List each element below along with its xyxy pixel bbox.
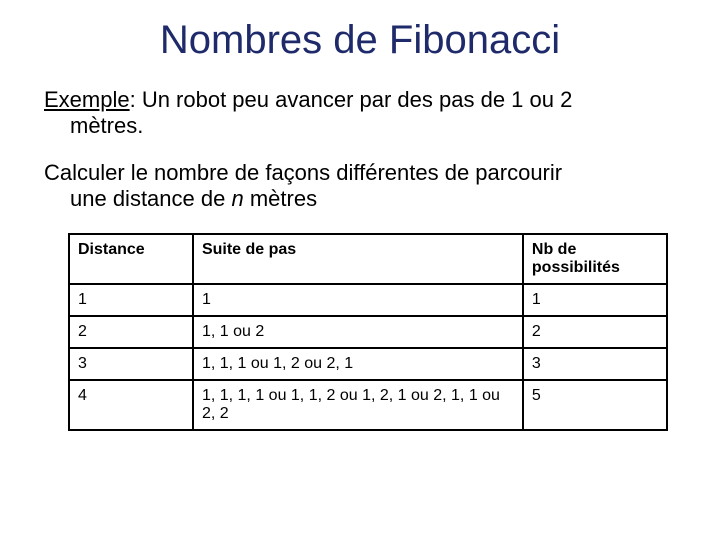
- cell-nb: 1: [523, 284, 667, 316]
- cell-nb: 3: [523, 348, 667, 380]
- table-row: 1 1 1: [69, 284, 667, 316]
- cell-nb: 5: [523, 380, 667, 430]
- cell-distance: 2: [69, 316, 193, 348]
- table-header-row: Distance Suite de pas Nb de possibilités: [69, 234, 667, 284]
- example-paragraph: Exemple: Un robot peu avancer par des pa…: [0, 87, 720, 140]
- cell-distance: 1: [69, 284, 193, 316]
- table-row: 4 1, 1, 1, 1 ou 1, 1, 2 ou 1, 2, 1 ou 2,…: [69, 380, 667, 430]
- cell-suite: 1, 1, 1, 1 ou 1, 1, 2 ou 1, 2, 1 ou 2, 1…: [193, 380, 523, 430]
- example-label: Exemple: [44, 87, 130, 112]
- page-title: Nombres de Fibonacci: [0, 18, 720, 63]
- table-row: 2 1, 1 ou 2 2: [69, 316, 667, 348]
- table-row: 3 1, 1, 1 ou 1, 2 ou 2, 1 3: [69, 348, 667, 380]
- prompt-n: n: [231, 186, 243, 211]
- cell-distance: 3: [69, 348, 193, 380]
- cell-suite: 1, 1 ou 2: [193, 316, 523, 348]
- prompt-line2-post: mètres: [244, 186, 317, 211]
- prompt-line2-pre: une distance de: [70, 186, 231, 211]
- cell-nb: 2: [523, 316, 667, 348]
- col-header-distance: Distance: [69, 234, 193, 284]
- example-text-2: mètres.: [70, 113, 143, 138]
- example-text-1: : Un robot peu avancer par des pas de 1 …: [130, 87, 573, 112]
- prompt-paragraph: Calculer le nombre de façons différentes…: [0, 160, 720, 213]
- cell-suite: 1, 1, 1 ou 1, 2 ou 2, 1: [193, 348, 523, 380]
- slide: Nombres de Fibonacci Exemple: Un robot p…: [0, 18, 720, 558]
- col-header-suite: Suite de pas: [193, 234, 523, 284]
- fibonacci-table: Distance Suite de pas Nb de possibilités…: [68, 233, 668, 431]
- prompt-line1: Calculer le nombre de façons différentes…: [44, 160, 562, 185]
- cell-distance: 4: [69, 380, 193, 430]
- cell-suite: 1: [193, 284, 523, 316]
- col-header-nb: Nb de possibilités: [523, 234, 667, 284]
